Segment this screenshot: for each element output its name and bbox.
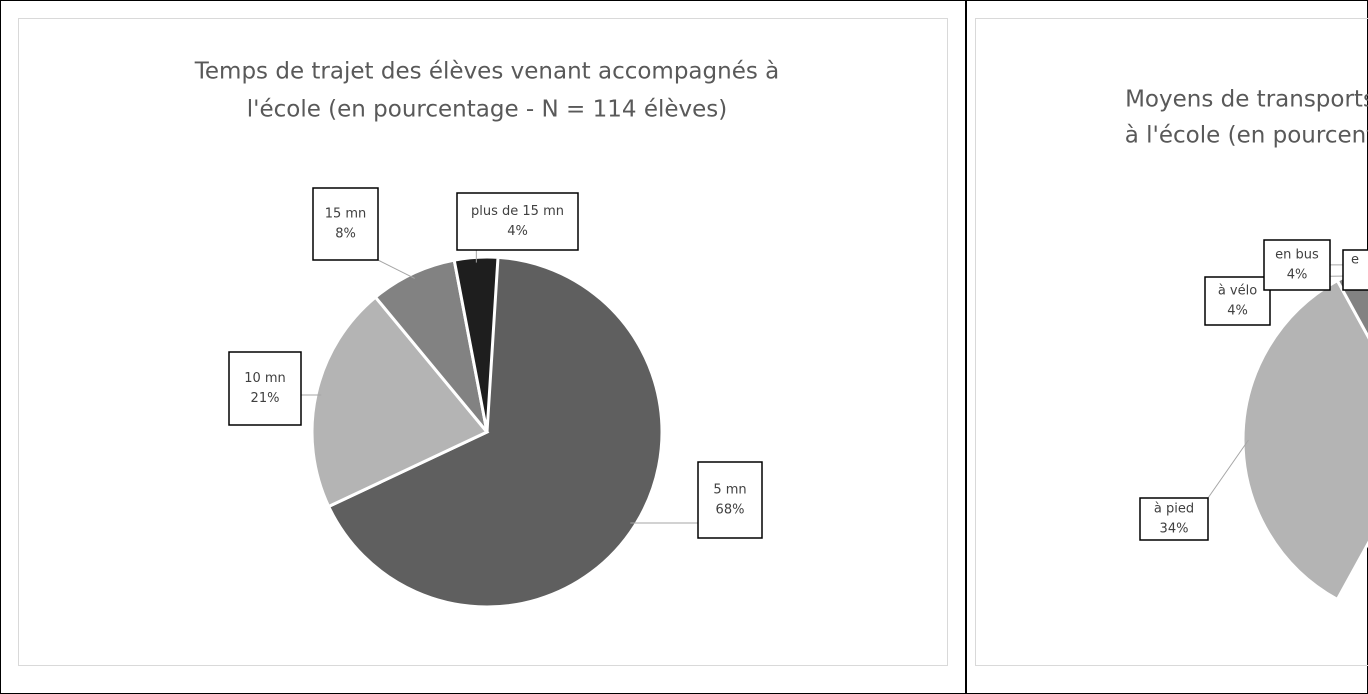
chart-frame (18, 18, 948, 666)
chart-title: à l'école (en pourcent (1125, 123, 1368, 149)
label-value: 4% (507, 224, 528, 239)
label-box (1139, 497, 1209, 541)
label-value: 21% (251, 391, 280, 406)
leader-line (1207, 439, 1249, 499)
label-name: 10 mn (244, 371, 286, 386)
label-name: à vélo (1218, 284, 1257, 299)
label-name: 5 mn (713, 483, 746, 498)
label-value: 68% (716, 503, 745, 518)
label-box (228, 351, 302, 426)
label-value: 4% (1287, 268, 1308, 283)
label-box (697, 461, 763, 539)
label-name: e (1351, 253, 1359, 268)
chart-2: Moyens de transports à l'école (en pource… (1125, 87, 1368, 602)
label-name: plus de 15 mn (471, 204, 564, 219)
label-name: en bus (1275, 248, 1319, 263)
leader-line (377, 259, 415, 279)
chart-title: Moyens de transports (1125, 87, 1368, 113)
chart-title: l'école (en pourcentage - N = 114 élèves… (247, 97, 728, 123)
label-box (1342, 249, 1368, 291)
label-box (1204, 276, 1271, 326)
label-box (456, 192, 579, 251)
chart-frame (975, 18, 1368, 666)
label-value: 34% (1160, 522, 1189, 537)
label-box (1263, 239, 1331, 291)
pie-slice (310, 295, 490, 509)
label-value: 4% (1227, 304, 1248, 319)
pie-slice (1241, 278, 1368, 602)
label-value: 8% (335, 227, 356, 242)
pie-slice (326, 255, 664, 609)
label-box (312, 187, 379, 261)
chart-1: Temps de trajet des élèves venant accomp… (194, 59, 780, 609)
label-name: 15 mn (325, 207, 367, 222)
label-name: à pied (1154, 502, 1194, 517)
chart-title: Temps de trajet des élèves venant accomp… (194, 59, 780, 85)
